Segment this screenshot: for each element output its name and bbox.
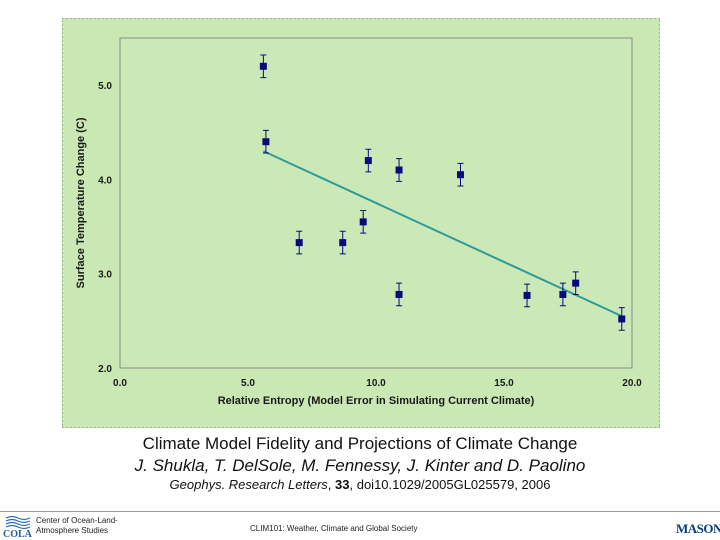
mason-logo: MASON [676,521,720,536]
data-point [359,210,367,234]
point-marker [339,239,347,247]
data-point [339,230,347,255]
citation-doi: doi10.1029/2005GL025579, 2006 [356,477,551,492]
trend-line [262,150,623,318]
y-tick-label: 3.0 [98,270,112,281]
caption-title: Climate Model Fidelity and Projections o… [142,434,578,453]
caption-citation: Geophys. Research Letters, 33, doi10.102… [169,477,551,492]
point-marker [295,239,303,247]
point-marker [559,290,567,298]
chart-svg: Surface Temperature Change (C) Relative … [62,18,660,428]
y-tick-label: 5.0 [98,81,112,92]
org-name-line1: Center of Ocean-Land- [36,516,118,525]
x-tick-label: 5.0 [241,378,255,389]
point-marker [572,279,580,287]
data-point [618,307,626,331]
data-point [559,282,567,307]
data-point [523,283,531,308]
point-marker [395,166,403,174]
data-point [295,230,303,255]
point-marker [364,157,372,165]
point-marker [262,138,270,146]
x-axis-title: Relative Entropy (Model Error in Simulat… [218,395,535,407]
cola-logo-text: COLA [3,529,33,538]
point-marker [618,315,626,323]
data-point [456,162,464,187]
org-name-line2: Atmosphere Studies [36,526,109,535]
x-tick-label: 15.0 [494,378,514,389]
data-point [364,148,372,173]
cola-logo: COLA [3,515,33,538]
caption-authors: J. Shukla, T. DelSole, M. Fennessy, J. K… [134,456,586,475]
point-marker [359,218,367,226]
data-point [259,54,267,79]
y-axis-title: Surface Temperature Change (C) [75,117,87,288]
point-marker [523,291,531,299]
point-marker [456,171,464,179]
x-tick-label: 20.0 [622,378,642,389]
x-tick-label: 0.0 [113,378,127,389]
org-name: Center of Ocean-Land- Atmosphere Studies [36,516,146,536]
citation-journal: Geophys. Research Letters [169,477,328,492]
citation-volume: 33 [335,477,350,492]
y-tick-label: 2.0 [98,364,112,375]
y-tick-label: 4.0 [98,175,112,186]
footer-divider [0,511,720,512]
chart-figure: Surface Temperature Change (C) Relative … [62,18,660,428]
course-title: CLIM101: Weather, Climate and Global Soc… [250,524,418,533]
point-marker [395,290,403,298]
data-point [262,129,270,154]
point-marker [259,62,267,70]
x-tick-label: 10.0 [366,378,386,389]
data-point [395,158,403,182]
data-point [395,282,403,307]
data-point [572,271,580,295]
